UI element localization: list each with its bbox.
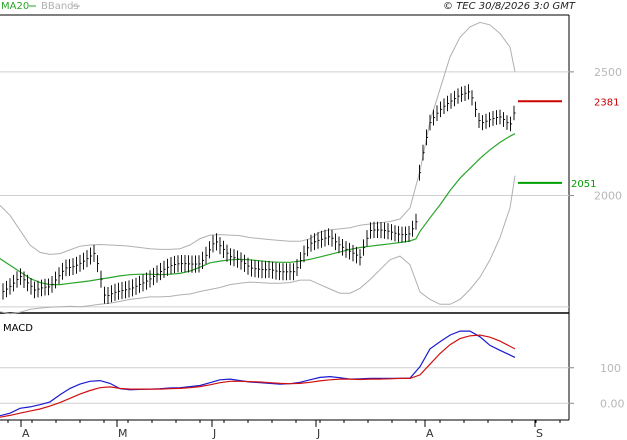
macd-panel: MACD 100 0.00 (0, 323, 625, 421)
x-tick-label: S (536, 427, 543, 440)
price-levels: 2381 2051 (518, 97, 619, 190)
level-label: 2051 (571, 179, 596, 190)
bollinger-bands (0, 21, 516, 315)
price-tick-label: 2500 (594, 66, 622, 79)
macd-gridlines (0, 367, 569, 404)
level-label: 2381 (594, 97, 619, 108)
macd-tick-label: 100 (600, 362, 621, 375)
x-tick-label: A (426, 427, 434, 440)
x-tick-label: J (316, 427, 320, 440)
x-tick-label: M (118, 427, 128, 440)
legend-ma20: MA20 (1, 1, 29, 12)
price-tick-label: 2000 (594, 190, 622, 203)
macd-lines (0, 330, 516, 418)
macd-title: MACD (3, 323, 33, 334)
macd-axis-ticks: 100 0.00 (569, 362, 625, 410)
price-axis-ticks: 2500 2000 (569, 66, 622, 203)
x-tick-label: J (212, 427, 216, 440)
price-bars (2, 84, 516, 304)
price-gridlines (0, 71, 569, 308)
macd-tick-label: 0.00 (600, 397, 625, 410)
legend-bbands: BBands (41, 1, 79, 12)
x-tick-label: A (22, 427, 30, 440)
ma20-series (0, 133, 516, 286)
macd-signal-series (0, 334, 516, 418)
bband-lower-series (0, 175, 516, 315)
price-panel: 2381 2051 2500 2000 (0, 14, 622, 420)
copyright-text: © TEC 30/8/2026 3:0 GMT (443, 1, 576, 12)
bband-upper-series (0, 21, 516, 255)
ma20-line (0, 133, 516, 286)
